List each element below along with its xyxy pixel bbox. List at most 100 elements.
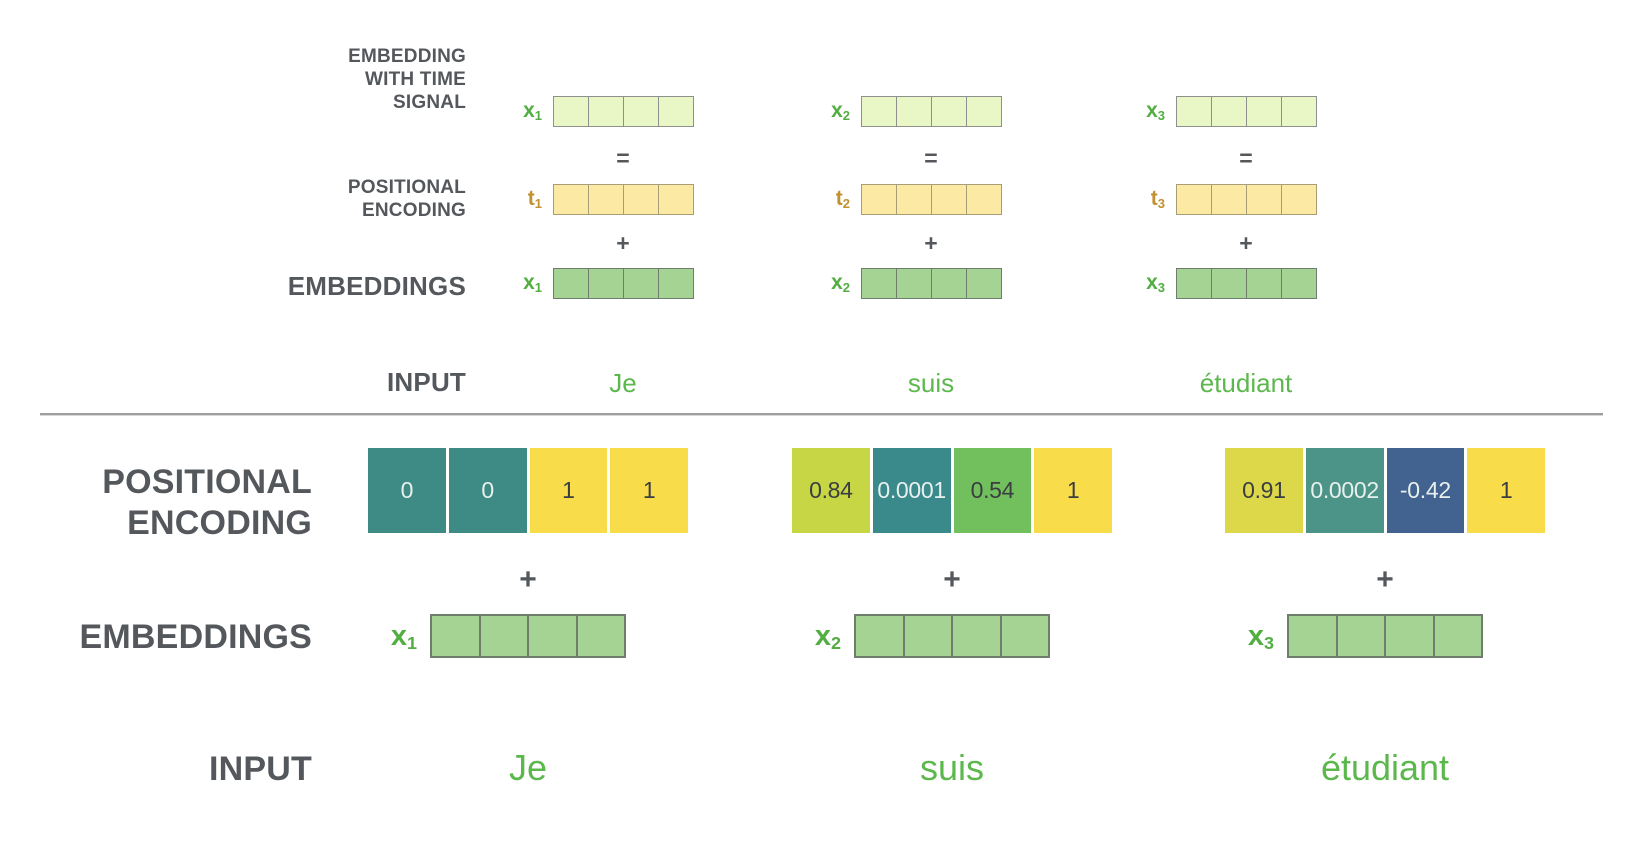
x1-label-bottom-col1: x1 xyxy=(390,620,417,653)
vector-cell xyxy=(1435,616,1482,656)
vector-subscript: 3 xyxy=(1157,195,1165,211)
vector-cell xyxy=(1212,185,1247,214)
input-word-bottom-col3: étudiant xyxy=(1320,747,1450,788)
vector-cell xyxy=(578,616,625,656)
plus-operator-col3: + xyxy=(1239,230,1253,256)
embeddings-vector-col1 xyxy=(553,268,694,299)
vector-subscript: 2 xyxy=(842,195,850,211)
vector-cell xyxy=(953,616,1002,656)
x2-label-col2: x2 xyxy=(831,271,850,295)
input-word-bottom-col1: Je xyxy=(508,747,548,788)
vector-cell xyxy=(932,185,967,214)
positional-encoding-value-cell: 0.0002 xyxy=(1305,448,1384,533)
plus-operator-col2: + xyxy=(924,230,938,256)
vector-cell xyxy=(659,97,693,126)
embeddings-vector-bottom-col1 xyxy=(430,614,626,658)
input-word-top-col2: suis xyxy=(907,368,955,398)
input-word-bottom-col2: suis xyxy=(919,747,985,788)
vector-cell xyxy=(432,616,481,656)
positional-encoding-vector-col1 xyxy=(553,184,694,215)
vector-cell xyxy=(862,185,897,214)
vector-subscript: 1 xyxy=(534,195,542,211)
vector-cell xyxy=(554,269,589,298)
plus-operator-bottom-col1: + xyxy=(519,563,537,596)
section-divider xyxy=(40,413,1603,416)
vector-cell xyxy=(862,269,897,298)
embeddings-vector-col3 xyxy=(1176,268,1317,299)
label-input-top: INPUT xyxy=(387,367,466,397)
vector-cell xyxy=(1282,97,1316,126)
positional-encoding-value-cell: 0.91 xyxy=(1225,448,1303,533)
vector-subscript: 2 xyxy=(842,279,850,295)
embedding-with-time-signal-vector-col3 xyxy=(1176,96,1317,127)
positional-encoding-value-cell: 0 xyxy=(448,448,527,533)
vector-cell xyxy=(967,269,1001,298)
input-word-top-col3: étudiant xyxy=(1199,368,1293,398)
plus-operator-bottom-col3: + xyxy=(1376,563,1394,596)
x3-label-col3: x3 xyxy=(1146,99,1165,123)
vector-cell xyxy=(1002,616,1049,656)
positional-encoding-values-col3: 0.91 0.0002 -0.42 1 xyxy=(1225,448,1545,533)
t2-label-col2: t2 xyxy=(835,187,850,211)
vector-cell xyxy=(1247,97,1282,126)
x3-label-col3: x3 xyxy=(1146,271,1165,295)
x1-label-col1: x1 xyxy=(523,99,542,123)
vector-subscript: 1 xyxy=(534,279,542,295)
plus-operator-col1: + xyxy=(616,230,630,256)
vector-cell xyxy=(589,97,624,126)
vector-cell xyxy=(1282,269,1316,298)
vector-subscript: 1 xyxy=(407,632,417,653)
vector-cell xyxy=(905,616,953,656)
equals-operator-col3: = xyxy=(1239,145,1253,171)
vector-cell xyxy=(1247,185,1282,214)
vector-cell xyxy=(856,616,905,656)
embedding-with-time-signal-vector-col2 xyxy=(861,96,1002,127)
vector-subscript: 3 xyxy=(1264,632,1274,653)
vector-cell xyxy=(862,97,897,126)
vector-cell xyxy=(529,616,578,656)
label-positional-encoding-bottom: POSITIONAL ENCODING xyxy=(102,463,312,542)
vector-subscript: 2 xyxy=(842,107,850,123)
positional-encoding-values-col2: 0.84 0.0001 0.54 1 xyxy=(792,448,1112,533)
vector-cell xyxy=(1338,616,1386,656)
x2-label-bottom-col2: x2 xyxy=(814,620,841,653)
positional-encoding-value-cell: 0.84 xyxy=(792,448,870,533)
vector-cell xyxy=(1212,97,1247,126)
vector-subscript: 1 xyxy=(534,107,542,123)
equals-operator-col1: = xyxy=(616,145,630,171)
vector-cell xyxy=(1289,616,1338,656)
vector-cell xyxy=(1177,269,1212,298)
positional-encoding-vector-col3 xyxy=(1176,184,1317,215)
vector-subscript: 3 xyxy=(1157,107,1165,123)
vector-cell xyxy=(1247,269,1282,298)
positional-encoding-vector-col2 xyxy=(861,184,1002,215)
embeddings-vector-col2 xyxy=(861,268,1002,299)
vector-cell xyxy=(897,269,932,298)
embeddings-vector-bottom-col3 xyxy=(1287,614,1483,658)
label-embeddings-bottom: EMBEDDINGS xyxy=(79,618,312,656)
vector-cell xyxy=(967,97,1001,126)
vector-cell xyxy=(1282,185,1316,214)
vector-cell xyxy=(659,269,693,298)
label-input-bottom: INPUT xyxy=(209,750,312,788)
positional-encoding-value-cell: 1 xyxy=(1034,448,1112,533)
t3-label-col3: t3 xyxy=(1150,187,1165,211)
vector-cell xyxy=(1386,616,1435,656)
positional-encoding-value-cell: 0.0001 xyxy=(872,448,951,533)
vector-cell xyxy=(554,97,589,126)
vector-subscript: 2 xyxy=(831,632,841,653)
label-positional-encoding-top: POSITIONAL ENCODING xyxy=(347,177,466,221)
vector-cell xyxy=(897,185,932,214)
positional-encoding-value-cell: -0.42 xyxy=(1386,448,1465,533)
vector-cell xyxy=(624,97,659,126)
vector-subscript: 3 xyxy=(1157,279,1165,295)
vector-cell xyxy=(932,269,967,298)
embeddings-vector-bottom-col2 xyxy=(854,614,1050,658)
vector-cell xyxy=(554,185,589,214)
embedding-with-time-signal-vector-col1 xyxy=(553,96,694,127)
vector-cell xyxy=(1177,97,1212,126)
x1-label-col1: x1 xyxy=(523,271,542,295)
label-embedding-with-time-signal: EMBEDDING WITH TIME SIGNAL xyxy=(348,46,466,113)
